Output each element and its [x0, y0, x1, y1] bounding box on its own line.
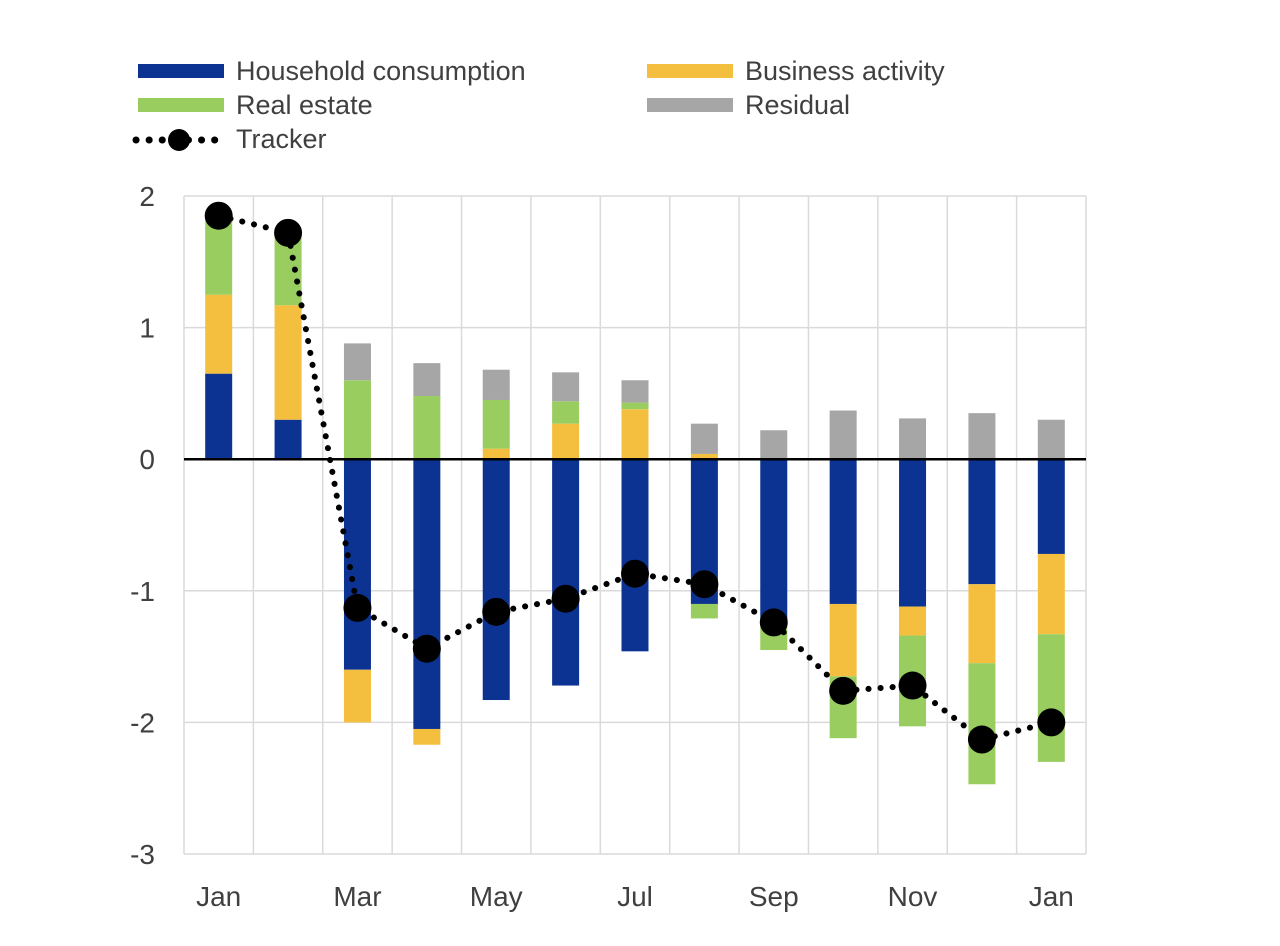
bar-real-estate: [621, 402, 649, 410]
bar-residual: [482, 369, 510, 400]
tracker-point: [482, 597, 511, 626]
tracker-point: [967, 725, 996, 754]
legend-swatch-residual: [647, 98, 733, 112]
tracker-point: [551, 584, 580, 613]
bar-real-estate: [413, 396, 441, 460]
x-tick-label: Jan: [196, 881, 241, 912]
tracker-point: [829, 676, 858, 705]
x-tick-label: Nov: [888, 881, 938, 912]
bar-real-estate: [1037, 634, 1065, 762]
bar-household-consumption: [1037, 459, 1065, 554]
bar-residual: [1037, 419, 1065, 460]
bar-business-activity: [552, 423, 580, 460]
bar-residual: [968, 413, 996, 460]
bar-household-consumption: [552, 459, 580, 686]
bar-household-consumption: [482, 459, 510, 701]
x-tick-label: Jul: [617, 881, 653, 912]
bar-real-estate: [343, 380, 371, 460]
tracker-point: [759, 608, 788, 637]
bar-residual: [899, 418, 927, 460]
y-tick-label: 2: [139, 181, 155, 212]
x-tick-label: May: [470, 881, 523, 912]
bar-residual: [621, 380, 649, 403]
bar-household-consumption: [205, 373, 233, 460]
bar-business-activity: [482, 448, 510, 460]
bar-household-consumption: [621, 459, 649, 652]
x-tick-label: Jan: [1029, 881, 1074, 912]
y-tick-label: 1: [139, 313, 155, 344]
bar-business-activity: [1037, 553, 1065, 635]
x-tick-label: Mar: [333, 881, 381, 912]
bar-household-consumption: [829, 459, 857, 604]
bar-business-activity: [621, 409, 649, 460]
bar-real-estate: [482, 399, 510, 449]
legend-tracker-marker: [168, 129, 190, 151]
tracker-point: [690, 570, 719, 599]
bar-household-consumption: [413, 459, 441, 729]
tracker-point: [1037, 708, 1066, 737]
bar-residual: [413, 363, 441, 397]
y-tick-label: 0: [139, 444, 155, 475]
tracker-point: [621, 559, 649, 588]
bar-residual: [760, 430, 788, 460]
legend-label-household-consumption: Household consumption: [236, 56, 526, 86]
legend-label-residual: Residual: [745, 90, 850, 120]
bar-residual: [552, 372, 580, 402]
tracker-point: [204, 201, 233, 230]
bar-household-consumption: [274, 419, 302, 460]
tracker-point: [274, 218, 303, 247]
bar-real-estate: [205, 218, 233, 295]
bar-residual: [829, 410, 857, 460]
bar-household-consumption: [968, 459, 996, 585]
bar-business-activity: [899, 606, 927, 636]
bar-business-activity: [205, 294, 233, 374]
y-tick-label: -2: [130, 707, 155, 738]
legend-swatch-real-estate: [138, 98, 224, 112]
legend-swatch-household-consumption: [138, 64, 224, 78]
legend-swatch-business-activity: [647, 64, 733, 78]
tracker-point: [412, 634, 441, 663]
legend: Household consumption Business activity …: [132, 56, 945, 154]
bar-household-consumption: [343, 459, 371, 670]
plot-area: 2 1 0 -1 -2 -3 Jan Mar May Jul Sep Nov Jan: [130, 181, 1087, 912]
bar-business-activity: [343, 669, 371, 723]
y-tick-label: -3: [130, 839, 155, 870]
y-tick-label: -1: [130, 576, 155, 607]
x-tick-label: Sep: [749, 881, 799, 912]
bar-residual: [690, 423, 718, 454]
bar-household-consumption: [760, 459, 788, 620]
bar-real-estate: [968, 663, 996, 785]
bar-business-activity: [690, 453, 718, 460]
bar-business-activity: [829, 603, 857, 677]
bar-household-consumption: [899, 459, 927, 607]
legend-label-tracker: Tracker: [236, 124, 327, 154]
bar-real-estate: [690, 603, 718, 619]
tracker-point: [898, 671, 927, 700]
tracker-point: [343, 593, 372, 622]
legend-label-business-activity: Business activity: [745, 56, 945, 86]
bar-business-activity: [274, 305, 302, 420]
bar-real-estate: [552, 401, 580, 424]
bar-business-activity: [968, 584, 996, 664]
bar-business-activity: [413, 728, 441, 745]
legend-label-real-estate: Real estate: [236, 90, 373, 120]
bar-residual: [343, 343, 371, 381]
